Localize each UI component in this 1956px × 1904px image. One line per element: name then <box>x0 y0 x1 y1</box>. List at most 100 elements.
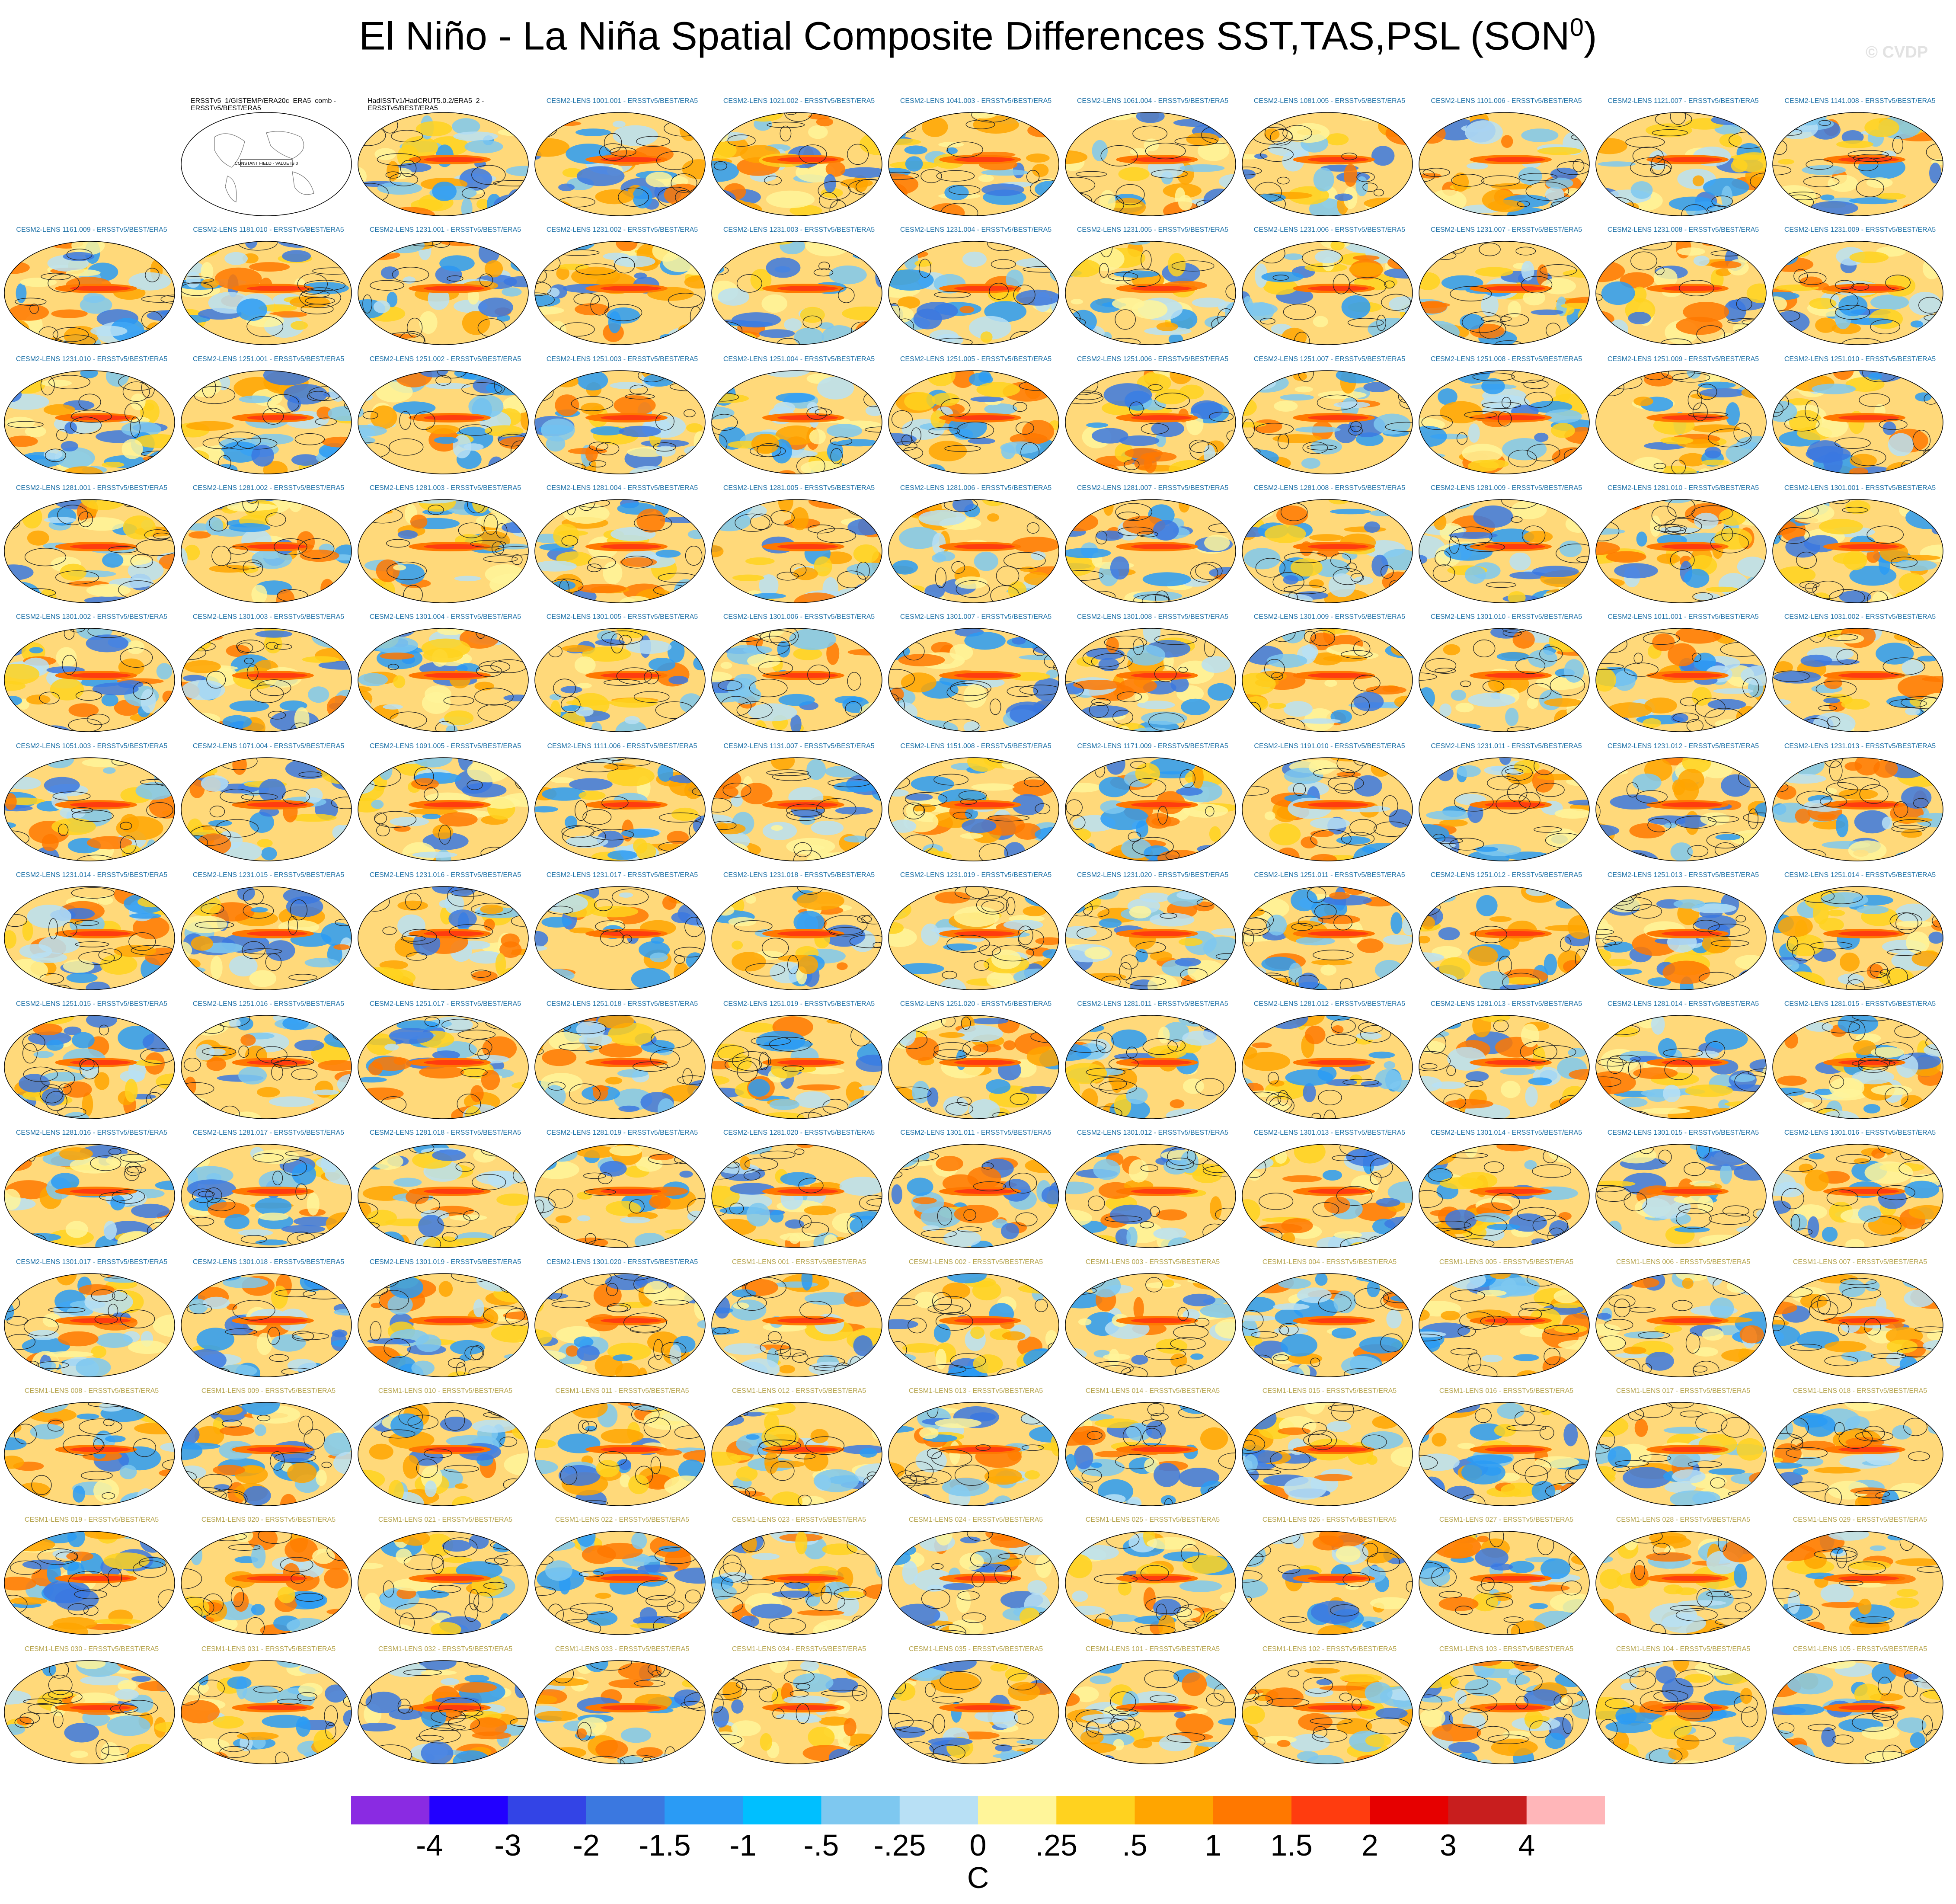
map-panel: CESM2-LENS 1301.017 - ERSSTv5/BEST/ERA5 <box>3 1258 180 1379</box>
map-plot <box>1595 628 1767 732</box>
map-plot <box>4 1660 175 1764</box>
panel-label: CESM1-LENS 027 - ERSSTv5/BEST/ERA5 <box>1439 1516 1574 1523</box>
map-plot <box>711 1402 882 1506</box>
map-plot <box>888 886 1059 990</box>
map-plot <box>888 499 1059 603</box>
map-plot <box>1595 499 1767 603</box>
panel-label: CESM2-LENS 1251.017 - ERSSTv5/BEST/ERA5 <box>369 1000 521 1008</box>
map-panel: CESM2-LENS 1281.011 - ERSSTv5/BEST/ERA5 <box>1064 1000 1241 1121</box>
map-plot <box>181 499 352 603</box>
panel-label: CESM2-LENS 1231.014 - ERSSTv5/BEST/ERA5 <box>16 871 168 879</box>
map-panel: CESM2-LENS 1301.019 - ERSSTv5/BEST/ERA5 <box>357 1258 534 1379</box>
panel-label: CESM1-LENS 024 - ERSSTv5/BEST/ERA5 <box>908 1516 1043 1523</box>
map-plot <box>1772 499 1943 603</box>
map-plot <box>1065 1015 1236 1119</box>
map-panel: CESM2-LENS 1301.012 - ERSSTv5/BEST/ERA5 <box>1064 1129 1241 1250</box>
map-plot <box>1242 1660 1413 1764</box>
map-panel: CESM1-LENS 035 - ERSSTv5/BEST/ERA5 <box>887 1645 1064 1766</box>
map-plot <box>534 1144 706 1248</box>
map-plot <box>1242 1531 1413 1635</box>
map-plot <box>181 1402 352 1506</box>
map-plot <box>711 370 882 474</box>
panel-label: CESM2-LENS 1251.003 - ERSSTv5/BEST/ERA5 <box>546 355 698 363</box>
panel-label: CESM2-LENS 1281.005 - ERSSTv5/BEST/ERA5 <box>723 484 875 492</box>
panel-label: CESM1-LENS 020 - ERSSTv5/BEST/ERA5 <box>201 1516 336 1523</box>
panel-label: CESM2-LENS 1281.017 - ERSSTv5/BEST/ERA5 <box>192 1129 345 1136</box>
watermark: © CVDP <box>1866 43 1928 61</box>
map-panel: CESM2-LENS 1231.008 - ERSSTv5/BEST/ERA5 <box>1595 226 1772 347</box>
map-panel: CESM2-LENS 1301.005 - ERSSTv5/BEST/ERA5 <box>534 613 711 734</box>
map-panel: CESM2-LENS 1251.008 - ERSSTv5/BEST/ERA5 <box>1418 355 1595 477</box>
map-panel: CESM1-LENS 033 - ERSSTv5/BEST/ERA5 <box>534 1645 711 1766</box>
map-plot <box>888 1144 1059 1248</box>
map-plot <box>1772 1273 1943 1377</box>
panel-label: CESM2-LENS 1281.013 - ERSSTv5/BEST/ERA5 <box>1430 1000 1582 1008</box>
panel-label: CESM2-LENS 1051.003 - ERSSTv5/BEST/ERA5 <box>16 742 168 750</box>
panel-label: CESM2-LENS 1231.003 - ERSSTv5/BEST/ERA5 <box>723 226 875 234</box>
map-panel: CESM2-LENS 1231.003 - ERSSTv5/BEST/ERA5 <box>710 226 888 347</box>
map-panel: CESM1-LENS 029 - ERSSTv5/BEST/ERA5 <box>1771 1516 1949 1637</box>
map-plot <box>534 1015 706 1119</box>
map-plot <box>534 1660 706 1764</box>
map-panel: CESM1-LENS 006 - ERSSTv5/BEST/ERA5 <box>1595 1258 1772 1379</box>
colorbar-bin <box>1448 1796 1527 1824</box>
map-panel: CESM1-LENS 022 - ERSSTv5/BEST/ERA5 <box>534 1516 711 1637</box>
map-panel: CESM2-LENS 1231.013 - ERSSTv5/BEST/ERA5 <box>1771 742 1949 864</box>
map-panel: CESM1-LENS 017 - ERSSTv5/BEST/ERA5 <box>1595 1387 1772 1508</box>
map-panel: CESM1-LENS 009 - ERSSTv5/BEST/ERA5 <box>180 1387 357 1508</box>
map-panel: CESM2-LENS 1251.006 - ERSSTv5/BEST/ERA5 <box>1064 355 1241 477</box>
map-plot <box>711 628 882 732</box>
panel-label: CESM2-LENS 1281.016 - ERSSTv5/BEST/ERA5 <box>16 1129 168 1136</box>
panel-label: CESM1-LENS 002 - ERSSTv5/BEST/ERA5 <box>908 1258 1043 1266</box>
panel-label: CESM2-LENS 1281.020 - ERSSTv5/BEST/ERA5 <box>723 1129 875 1136</box>
map-plot <box>1242 370 1413 474</box>
panel-label: CESM1-LENS 010 - ERSSTv5/BEST/ERA5 <box>378 1387 513 1395</box>
panel-label: CESM2-LENS 1301.001 - ERSSTv5/BEST/ERA5 <box>1784 484 1936 492</box>
panel-label: CESM2-LENS 1161.009 - ERSSTv5/BEST/ERA5 <box>16 226 167 234</box>
map-plot <box>534 1402 706 1506</box>
panel-label: CESM1-LENS 019 - ERSSTv5/BEST/ERA5 <box>24 1516 159 1523</box>
panel-label: CESM2-LENS 1301.009 - ERSSTv5/BEST/ERA5 <box>1253 613 1406 621</box>
panel-label: CESM2-LENS 1041.003 - ERSSTv5/BEST/ERA5 <box>900 97 1052 105</box>
panel-label: CESM2-LENS 1251.010 - ERSSTv5/BEST/ERA5 <box>1784 355 1936 363</box>
map-panel: CESM2-LENS 1231.016 - ERSSTv5/BEST/ERA5 <box>357 871 534 992</box>
map-panel: ERSSTv5_1/GISTEMP/ERA20c_ERA5_comb - ERS… <box>180 97 357 218</box>
map-plot <box>358 1144 529 1248</box>
map-plot <box>1065 241 1236 345</box>
map-plot <box>534 1531 706 1635</box>
panel-label: CESM2-LENS 1231.007 - ERSSTv5/BEST/ERA5 <box>1430 226 1582 234</box>
map-panel: CESM2-LENS 1231.019 - ERSSTv5/BEST/ERA5 <box>887 871 1064 992</box>
colorbar-bin <box>821 1796 900 1824</box>
colorbar-bin <box>1135 1796 1214 1824</box>
colorbar-bin <box>1291 1796 1370 1824</box>
panel-label: CESM2-LENS 1101.006 - ERSSTv5/BEST/ERA5 <box>1431 97 1582 105</box>
panel-label: CESM1-LENS 016 - ERSSTv5/BEST/ERA5 <box>1439 1387 1574 1395</box>
panel-label: CESM1-LENS 008 - ERSSTv5/BEST/ERA5 <box>24 1387 159 1395</box>
map-panel: CESM1-LENS 010 - ERSSTv5/BEST/ERA5 <box>357 1387 534 1508</box>
panel-label: CESM2-LENS 1231.005 - ERSSTv5/BEST/ERA5 <box>1077 226 1229 234</box>
map-panel: CESM1-LENS 011 - ERSSTv5/BEST/ERA5 <box>534 1387 711 1508</box>
panel-label: CESM2-LENS 1231.015 - ERSSTv5/BEST/ERA5 <box>192 871 345 879</box>
map-panel: CESM1-LENS 030 - ERSSTv5/BEST/ERA5 <box>3 1645 180 1766</box>
panel-label: CESM2-LENS 1251.019 - ERSSTv5/BEST/ERA5 <box>723 1000 875 1008</box>
panel-label: CESM2-LENS 1301.005 - ERSSTv5/BEST/ERA5 <box>546 613 698 621</box>
map-panel: CESM2-LENS 1141.008 - ERSSTv5/BEST/ERA5 <box>1771 97 1949 218</box>
map-panel: CESM2-LENS 1161.009 - ERSSTv5/BEST/ERA5 <box>3 226 180 347</box>
map-panel: CESM1-LENS 004 - ERSSTv5/BEST/ERA5 <box>1241 1258 1418 1379</box>
map-panel: CESM1-LENS 103 - ERSSTv5/BEST/ERA5 <box>1418 1645 1595 1766</box>
colorbar-bin <box>1213 1796 1292 1824</box>
map-plot <box>534 757 706 861</box>
map-plot <box>181 1660 352 1764</box>
map-plot <box>1065 886 1236 990</box>
map-panel: CESM2-LENS 1251.001 - ERSSTv5/BEST/ERA5 <box>180 355 357 477</box>
panel-label: CESM2-LENS 1301.004 - ERSSTv5/BEST/ERA5 <box>369 613 521 621</box>
map-panel: CESM2-LENS 1111.006 - ERSSTv5/BEST/ERA5 <box>534 742 711 864</box>
panel-label: CESM2-LENS 1301.002 - ERSSTv5/BEST/ERA5 <box>16 613 168 621</box>
map-plot <box>1595 1273 1767 1377</box>
map-plot <box>711 499 882 603</box>
map-plot <box>1242 1273 1413 1377</box>
panel-label: CESM2-LENS 1301.003 - ERSSTv5/BEST/ERA5 <box>192 613 345 621</box>
map-plot <box>534 499 706 603</box>
map-plot <box>1242 1144 1413 1248</box>
map-plot <box>1772 1531 1943 1635</box>
